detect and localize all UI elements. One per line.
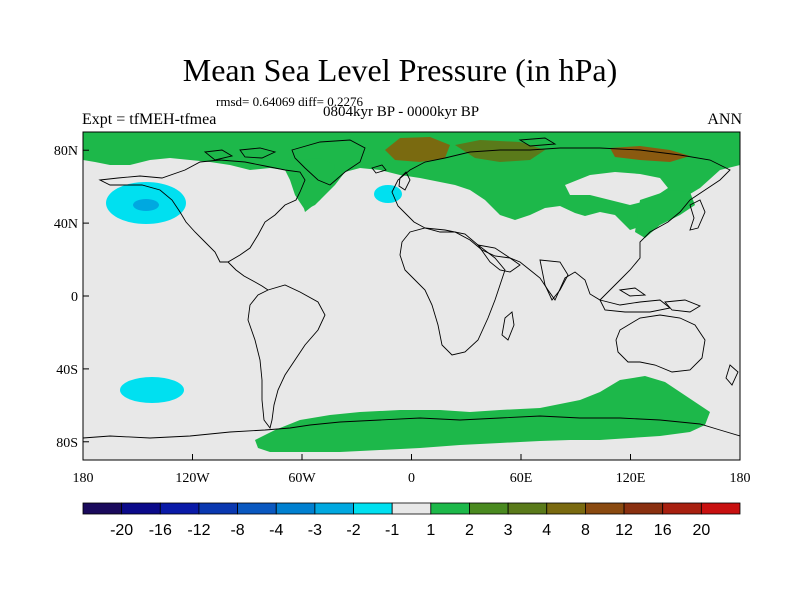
anomaly-region-southern-ocean [255,376,710,452]
colorbar: -20 -16 -12 -8 -4 -3 -2 -1 1 2 3 4 8 12 16 20 [82,502,741,539]
anomaly-region-arctic-dark-3 [610,146,690,162]
lon-tick-label: 180 [730,471,751,486]
latitude-axis: 80N 40N 0 40S 80S [54,144,89,451]
lon-tick-label: 120W [175,471,210,486]
colorbar-swatch [391,502,432,515]
colorbar-label: -8 [230,522,244,539]
experiment-label: Expt = tfMEH-tfmea [82,111,217,128]
colorbar-swatch [662,502,702,515]
colorbar-swatch [546,502,586,515]
lon-tick-label: 0 [408,471,415,486]
colorbar-swatch [585,502,625,515]
colorbar-swatch [237,502,277,515]
longitude-axis: 180 120W 60W 0 60E 120E 180 [73,454,751,486]
lon-tick-label: 60W [288,471,316,486]
coastlines [83,137,740,439]
lon-tick-label: 60E [510,471,533,486]
colorbar-label: 1 [426,522,435,539]
colorbar-swatch [314,502,354,515]
colorbar-swatch [275,502,316,515]
colorbar-label: -3 [308,522,322,539]
colorbar-label: -4 [269,522,283,539]
colorbar-swatch [430,502,470,515]
anomaly-region-north-atlantic [374,185,402,203]
colorbar-label: -16 [149,522,172,539]
colorbar-swatch [353,502,393,515]
colorbar-swatch [198,502,238,515]
colorbar-label: 20 [692,522,710,539]
lat-tick-label: 40S [56,363,78,378]
colorbar-label: 4 [542,522,551,539]
colorbar-label: 2 [465,522,474,539]
anomaly-gap-siberia [565,172,668,205]
lat-tick-label: 80S [56,436,78,451]
colorbar-swatch [700,502,741,515]
colorbar-swatch [469,502,509,515]
period-label: 0804kyr BP - 0000kyr BP [323,104,480,120]
lat-tick-label: 40N [54,217,78,232]
colorbar-label: -20 [110,522,133,539]
colorbar-swatch [507,502,548,515]
chart-title: Mean Sea Level Pressure (in hPa) [182,52,618,88]
anomaly-region-arctic-dark [385,137,450,162]
stats-label: rmsd= 0.64069 diff= 0.2276 [216,94,363,109]
colorbar-swatch [159,502,200,515]
lat-tick-label: 0 [71,290,78,305]
anomaly-region-north-pacific-core [133,199,159,211]
colorbar-label: 8 [581,522,590,539]
anomaly-region-east-asia [635,190,695,238]
colorbar-label: 16 [654,522,672,539]
colorbar-label: -2 [346,522,360,539]
lon-tick-label: 180 [73,471,94,486]
anomaly-region-arctic-dark-2 [455,140,545,162]
anomaly-region-south-pacific [120,377,184,403]
anomaly-region-arctic [83,132,740,230]
colorbar-swatch [623,502,664,515]
lat-tick-label: 80N [54,144,78,159]
colorbar-label: -12 [187,522,210,539]
colorbar-swatch [82,502,123,515]
colorbar-swatch [121,502,161,515]
season-label: ANN [707,111,742,128]
colorbar-label: -1 [385,522,399,539]
colorbar-label: 12 [615,522,633,539]
colorbar-label: 3 [504,522,513,539]
lon-tick-label: 120E [616,471,646,486]
